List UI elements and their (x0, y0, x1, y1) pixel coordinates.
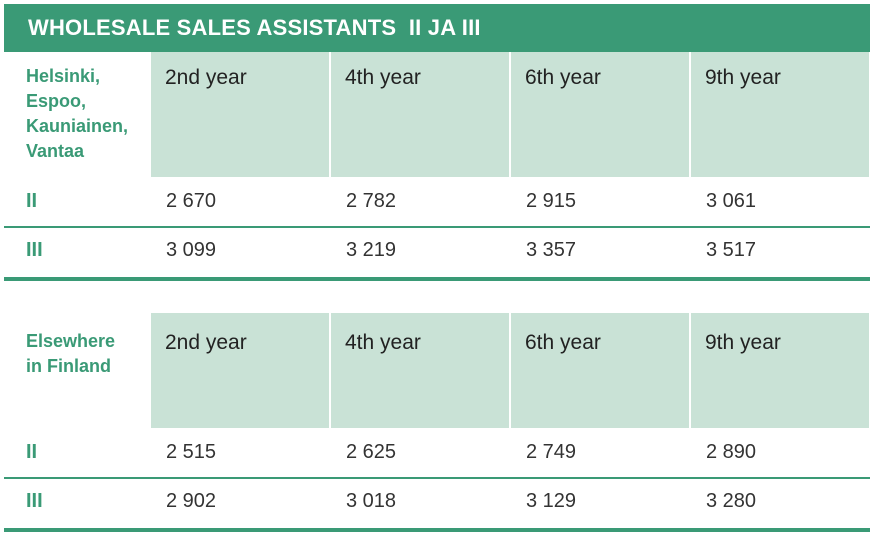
table-cell: 3 517 (706, 239, 757, 261)
region-label: Elsewhere in Finland (26, 331, 116, 376)
bottom-rule (4, 528, 870, 532)
table-cell: 3 357 (526, 239, 577, 261)
table-cell: 3 061 (706, 190, 757, 212)
table-cell: 2 902 (166, 490, 217, 512)
row-label: III (26, 239, 43, 261)
section-helsinki-region: Helsinki, Espoo, Kauniainen, Vantaa 2nd … (4, 52, 870, 275)
region-label: Helsinki, Espoo, Kauniainen, Vantaa (26, 66, 129, 161)
row-label: II (26, 190, 38, 212)
table-cell: 2 890 (706, 441, 757, 463)
table-cell: 3 129 (526, 490, 577, 512)
table-cell: 3 219 (346, 239, 397, 261)
row-divider (4, 226, 870, 228)
column-header-6th-year: 6th year (511, 313, 689, 428)
table-row-iii: III 3 099 3 219 3 357 3 517 (4, 226, 870, 275)
table-row-ii: II 2 670 2 782 2 915 3 061 (4, 177, 870, 226)
row-label: III (26, 490, 43, 512)
table-cell: 2 749 (526, 441, 577, 463)
table-cell: 2 625 (346, 441, 397, 463)
column-header-6th-year: 6th year (511, 52, 689, 177)
table-title: WHOLESALE SALES ASSISTANTS II JA III (4, 4, 870, 52)
table-cell: 3 099 (166, 239, 217, 261)
section-divider (4, 277, 870, 281)
header-row: Elsewhere in Finland 2nd year 4th year 6… (4, 313, 870, 428)
table-cell: 3 280 (706, 490, 757, 512)
column-header-2nd-year: 2nd year (151, 313, 329, 428)
section-elsewhere-in-finland: Elsewhere in Finland 2nd year 4th year 6… (4, 313, 870, 526)
column-header-2nd-year: 2nd year (151, 52, 329, 177)
column-header-9th-year: 9th year (691, 52, 869, 177)
table-cell: 2 670 (166, 190, 217, 212)
row-label: II (26, 441, 38, 463)
column-header-9th-year: 9th year (691, 313, 869, 428)
table-cell: 2 515 (166, 441, 217, 463)
row-divider (4, 477, 870, 479)
table-cell: 2 782 (346, 190, 397, 212)
header-row: Helsinki, Espoo, Kauniainen, Vantaa 2nd … (4, 52, 870, 177)
column-header-4th-year: 4th year (331, 52, 509, 177)
table-row-ii: II 2 515 2 625 2 749 2 890 (4, 428, 870, 477)
table-row-iii: III 2 902 3 018 3 129 3 280 (4, 477, 870, 526)
table-cell: 3 018 (346, 490, 397, 512)
table-cell: 2 915 (526, 190, 577, 212)
column-header-4th-year: 4th year (331, 313, 509, 428)
